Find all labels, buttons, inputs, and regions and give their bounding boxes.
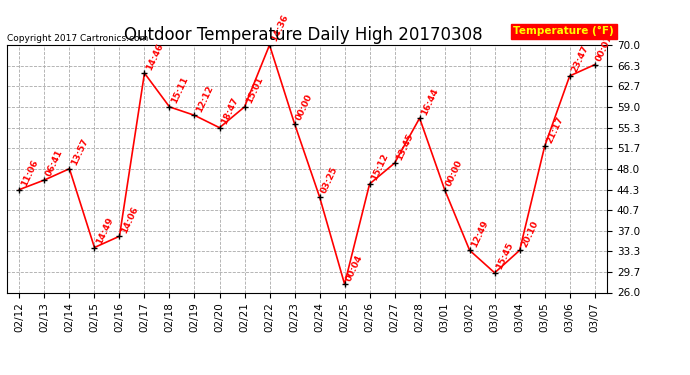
Text: 23:47: 23:47 bbox=[570, 44, 590, 74]
Text: Copyright 2017 Cartronics.com: Copyright 2017 Cartronics.com bbox=[7, 34, 148, 43]
Text: 00:04: 00:04 bbox=[344, 253, 365, 282]
Text: 00:07: 00:07 bbox=[595, 33, 615, 63]
Text: 20:10: 20:10 bbox=[520, 219, 540, 249]
Text: 15:12: 15:12 bbox=[370, 153, 390, 182]
Text: 11:06: 11:06 bbox=[19, 158, 39, 188]
Text: 06:41: 06:41 bbox=[44, 148, 65, 178]
Text: 15:01: 15:01 bbox=[244, 75, 265, 105]
Text: 13:45: 13:45 bbox=[395, 132, 415, 161]
Text: 14:46: 14:46 bbox=[144, 42, 165, 71]
Text: Temperature (°F): Temperature (°F) bbox=[513, 26, 614, 36]
Text: 16:44: 16:44 bbox=[420, 87, 440, 116]
Text: 12:12: 12:12 bbox=[195, 84, 215, 114]
Text: 13:57: 13:57 bbox=[70, 137, 90, 167]
Text: 21:17: 21:17 bbox=[544, 115, 565, 145]
Text: 03:25: 03:25 bbox=[319, 165, 339, 195]
Text: 15:11: 15:11 bbox=[170, 75, 190, 105]
Text: 15:45: 15:45 bbox=[495, 241, 515, 271]
Text: 18:47: 18:47 bbox=[219, 96, 240, 126]
Text: 14:49: 14:49 bbox=[95, 216, 115, 246]
Text: 00:00: 00:00 bbox=[444, 159, 464, 188]
Text: 12:49: 12:49 bbox=[470, 219, 490, 249]
Text: 14:06: 14:06 bbox=[119, 205, 139, 235]
Text: 14:36: 14:36 bbox=[270, 13, 290, 44]
Text: 00:00: 00:00 bbox=[295, 93, 315, 122]
Text: Outdoor Temperature Daily High 20170308: Outdoor Temperature Daily High 20170308 bbox=[124, 26, 483, 44]
